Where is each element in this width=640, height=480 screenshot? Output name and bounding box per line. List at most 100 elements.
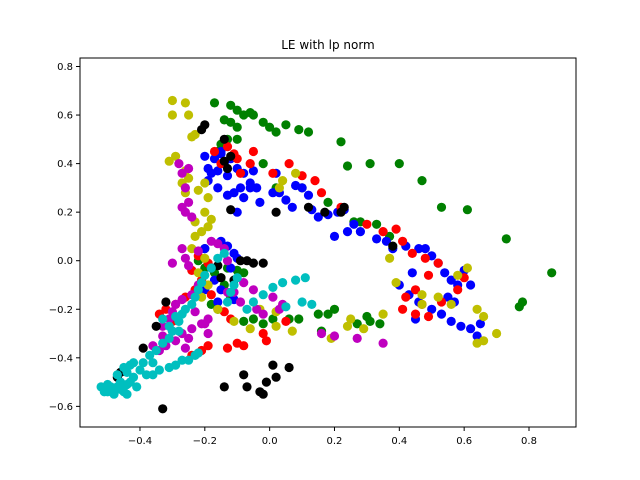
data-point	[161, 297, 171, 307]
data-point	[177, 168, 187, 178]
data-point	[323, 309, 333, 319]
data-point	[132, 382, 142, 392]
data-point	[365, 159, 375, 169]
data-point	[248, 285, 258, 295]
data-point	[417, 290, 427, 300]
data-point	[453, 285, 463, 295]
data-point	[479, 311, 489, 322]
data-point	[466, 280, 476, 290]
data-point	[187, 212, 197, 222]
y-tick-label: 0.8	[57, 62, 73, 73]
data-point	[187, 324, 197, 334]
data-point	[436, 202, 447, 212]
data-point	[300, 273, 310, 283]
data-point	[297, 297, 307, 307]
data-point	[180, 98, 190, 108]
data-point	[414, 244, 424, 254]
data-point	[281, 120, 291, 130]
data-point	[242, 382, 252, 392]
data-point	[385, 253, 395, 263]
data-point	[378, 338, 388, 348]
data-point	[271, 207, 281, 217]
data-point	[222, 142, 233, 152]
data-point	[316, 328, 327, 339]
y-tick-label: −0.4	[49, 353, 73, 364]
data-point	[394, 159, 404, 169]
data-point	[203, 193, 213, 203]
data-point	[184, 197, 194, 207]
data-point	[226, 263, 236, 273]
data-point	[398, 304, 408, 314]
data-point	[239, 370, 249, 380]
data-point	[177, 244, 187, 254]
data-point	[206, 263, 216, 273]
data-point	[258, 258, 268, 268]
data-point	[200, 207, 210, 217]
data-point	[378, 227, 388, 237]
data-point	[329, 231, 340, 241]
data-point	[180, 253, 190, 263]
data-point	[281, 195, 291, 205]
data-point	[145, 350, 155, 360]
data-point	[303, 127, 314, 137]
data-point	[258, 319, 268, 329]
data-point	[174, 326, 184, 336]
data-point	[446, 316, 456, 326]
data-point	[190, 292, 200, 302]
data-point	[388, 241, 398, 251]
data-point	[193, 285, 203, 295]
data-point	[174, 159, 184, 169]
data-point	[197, 292, 207, 302]
data-point	[245, 183, 255, 193]
data-point	[342, 321, 353, 331]
data-point	[359, 324, 369, 334]
data-point	[278, 278, 288, 288]
data-point	[258, 117, 268, 127]
data-point	[342, 161, 353, 171]
data-point	[472, 331, 482, 341]
x-tick-label: 0.4	[391, 436, 407, 447]
data-point	[219, 115, 229, 125]
data-point	[547, 268, 557, 278]
data-point	[258, 290, 268, 300]
data-point	[193, 348, 203, 358]
data-point	[268, 188, 278, 198]
data-point	[423, 270, 434, 280]
y-tick-label: 0.2	[57, 208, 73, 219]
data-point	[184, 163, 194, 174]
data-point	[190, 307, 200, 317]
data-point	[248, 258, 258, 268]
data-point	[239, 341, 249, 351]
y-tick-label: 0.6	[57, 111, 73, 122]
data-point	[261, 377, 271, 387]
data-point	[287, 326, 297, 336]
data-point	[329, 304, 340, 314]
data-point	[138, 343, 148, 353]
data-point	[190, 231, 200, 241]
data-point	[255, 197, 265, 207]
data-point	[197, 125, 207, 135]
data-point	[420, 253, 430, 263]
data-point	[203, 314, 213, 324]
data-point	[219, 156, 229, 166]
data-point	[268, 314, 278, 324]
data-point	[128, 372, 139, 382]
data-point	[355, 227, 365, 237]
y-tick-label: 0.4	[57, 159, 73, 170]
data-point	[158, 404, 168, 414]
data-point	[268, 360, 278, 370]
data-point	[268, 168, 278, 178]
data-point	[148, 358, 158, 368]
data-point	[378, 309, 388, 319]
data-point	[492, 328, 502, 339]
data-point	[103, 387, 113, 397]
data-point	[226, 151, 236, 161]
data-point	[213, 253, 223, 263]
data-point	[171, 311, 181, 322]
data-point	[158, 314, 168, 324]
data-point	[213, 297, 223, 307]
data-point	[184, 333, 194, 343]
data-point	[248, 146, 258, 157]
data-point	[222, 171, 233, 181]
data-point	[232, 122, 242, 132]
